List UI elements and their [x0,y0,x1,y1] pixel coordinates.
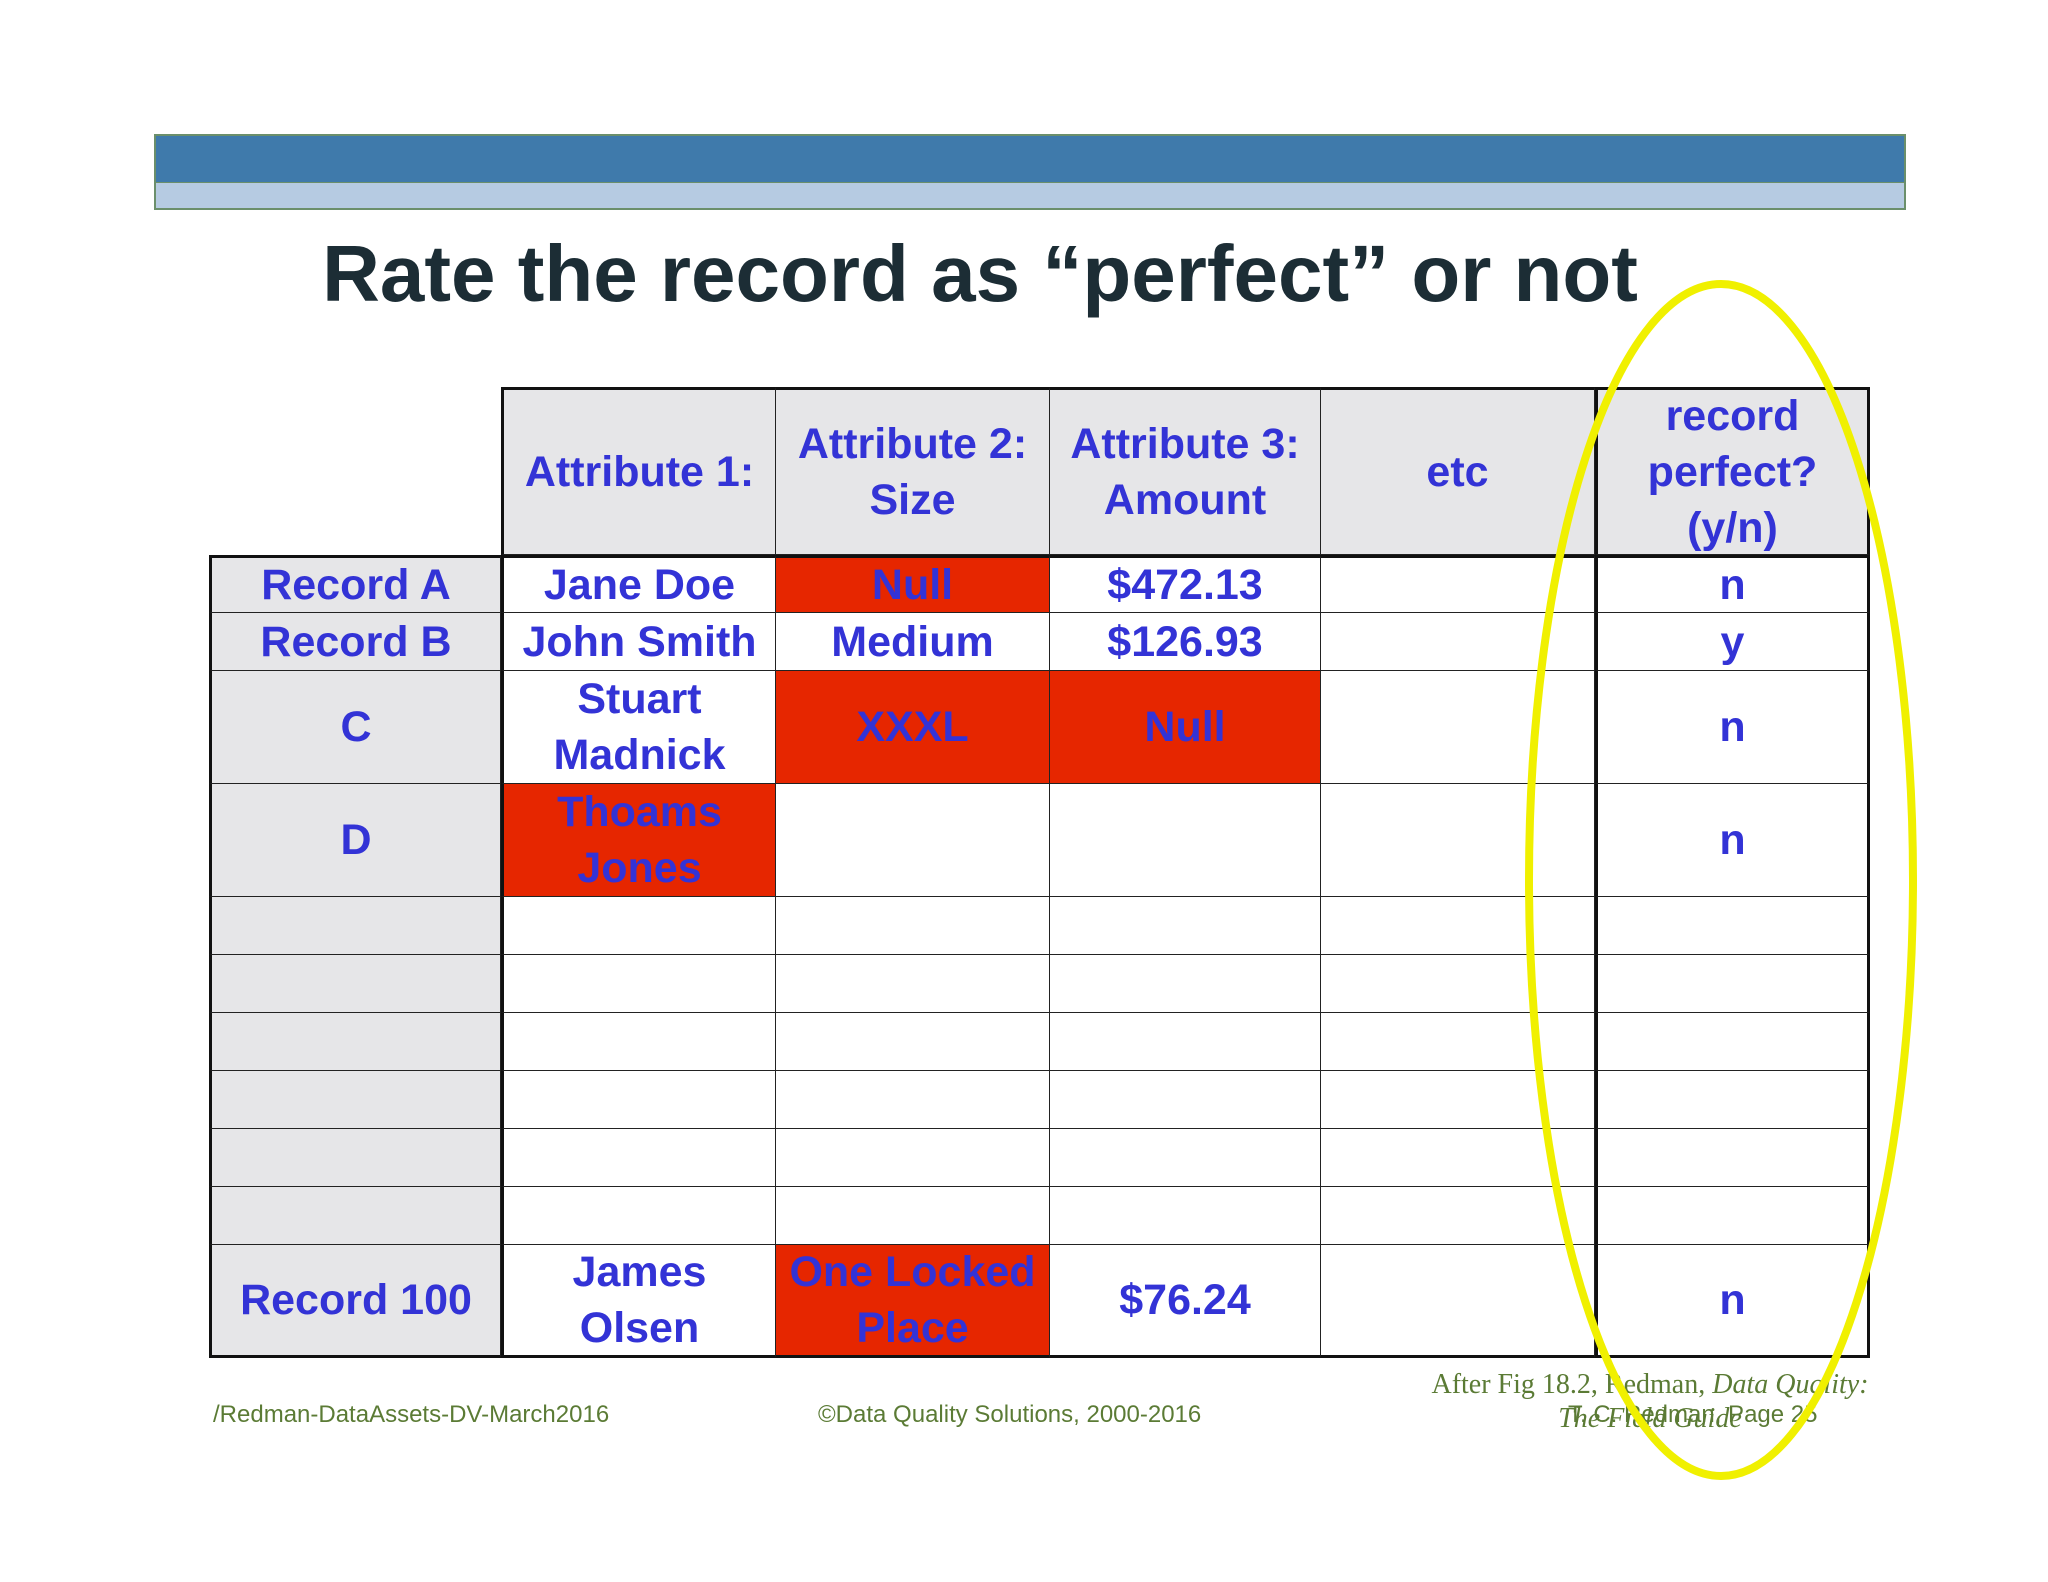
table-cell: Thoams Jones [501,784,776,897]
table-cell [1050,1187,1321,1245]
row-label [209,1013,501,1071]
table-cell [1595,955,1870,1013]
footer-copyright: ©Data Quality Solutions, 2000-2016 [818,1401,1202,1428]
table-cell [1321,784,1595,897]
table-cell [1050,897,1321,955]
column-header: record perfect? (y/n) [1595,387,1870,555]
row-label [209,1187,501,1245]
table-cell: y [1595,613,1870,671]
table-cell [776,784,1050,897]
table-cell: n [1595,555,1870,613]
table-cell: $472.13 [1050,555,1321,613]
records-table: Attribute 1: Attribute 2: Size Attribute 3… [209,387,1870,1358]
table-cell [776,1129,1050,1187]
header-band [154,134,1906,182]
table-cell: John Smith [501,613,776,671]
table-cell: One Locked Place [776,1245,1050,1358]
table-cell [501,897,776,955]
slide-title: Rate the record as “perfect” or not [322,229,1638,318]
row-label: D [209,784,501,897]
table-cell [1321,1071,1595,1129]
row-label [209,1071,501,1129]
table-cell [776,897,1050,955]
table-cell [1321,1129,1595,1187]
table-cell [1321,1245,1595,1358]
table-cell [1321,955,1595,1013]
table-cell: Null [1050,671,1321,784]
row-label: C [209,671,501,784]
table-cell [1050,784,1321,897]
table-cell: XXXL [776,671,1050,784]
column-header: Attribute 1: [501,387,776,555]
table-cell [1321,555,1595,613]
table-cell [501,1071,776,1129]
table-cell [1050,1129,1321,1187]
table-cell: n [1595,1245,1870,1358]
table-cell [1321,1013,1595,1071]
table-cell [1595,897,1870,955]
column-header: etc [1321,387,1595,555]
table-cell: n [1595,671,1870,784]
header-subband [154,182,1906,210]
table-cell [1595,1013,1870,1071]
table-cell [1321,671,1595,784]
table-cell [776,955,1050,1013]
row-label [209,1129,501,1187]
table-cell: Medium [776,613,1050,671]
row-label: Record B [209,613,501,671]
citation-prefix: After Fig 18.2, Redman, [1431,1369,1713,1400]
table-cell [1050,1013,1321,1071]
row-label [209,897,501,955]
table-cell: Jane Doe [501,555,776,613]
table-cell [501,1129,776,1187]
table-cell: Null [776,555,1050,613]
row-label: Record A [209,555,501,613]
table-cell [1595,1129,1870,1187]
column-header: Attribute 3: Amount [1050,387,1321,555]
table-cell [1595,1187,1870,1245]
table-cell [501,1187,776,1245]
row-label: Record 100 [209,1245,501,1358]
table-cell: $76.24 [1050,1245,1321,1358]
table-cell [501,955,776,1013]
table-cell [1595,1071,1870,1129]
table-cell [1050,1071,1321,1129]
table-cell: Stuart Madnick [501,671,776,784]
table-cell [501,1013,776,1071]
row-label [209,955,501,1013]
table-cell [1050,955,1321,1013]
table-cell: n [1595,784,1870,897]
table-cell [776,1013,1050,1071]
table-corner [209,387,501,555]
table-cell: James Olsen [501,1245,776,1358]
table-cell: $126.93 [1050,613,1321,671]
table-cell [1321,897,1595,955]
table-cell [1321,1187,1595,1245]
citation-title-1: Data Quality: [1712,1369,1869,1400]
table-cell [1321,613,1595,671]
footer-page: T. C. Redman, Page 25 [1568,1401,1818,1428]
table-cell [776,1071,1050,1129]
column-header: Attribute 2: Size [776,387,1050,555]
footer-filename: /Redman-DataAssets-DV-March2016 [213,1401,610,1428]
table-cell [776,1187,1050,1245]
